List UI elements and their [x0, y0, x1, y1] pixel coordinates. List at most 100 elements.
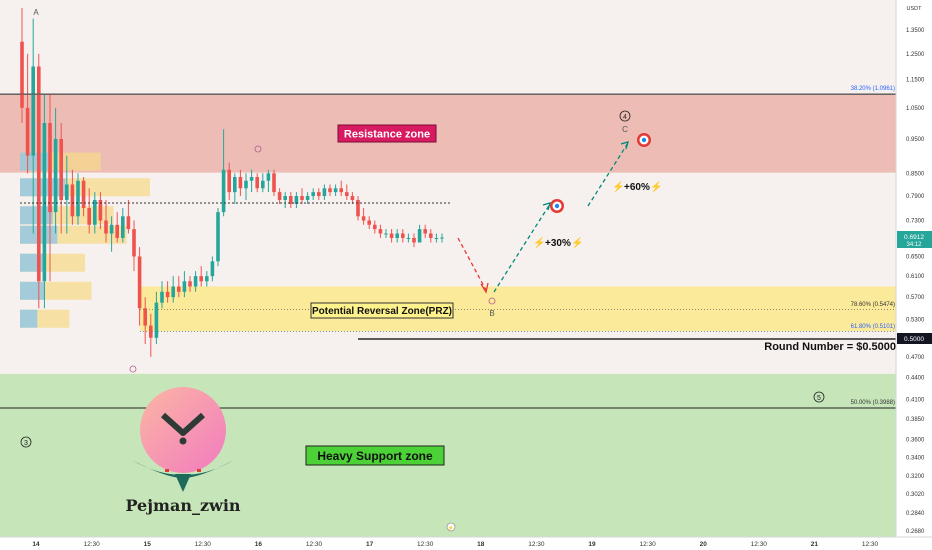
candle	[289, 192, 293, 209]
candle-body	[305, 196, 310, 200]
svg-text:0.5000: 0.5000	[904, 336, 924, 343]
candle-body	[76, 180, 80, 217]
wave-label-3: 3	[20, 436, 32, 448]
x-tick-label: 15	[144, 541, 152, 548]
candle-body	[171, 286, 175, 298]
candle	[154, 291, 159, 345]
candle-body	[401, 233, 405, 238]
wave-label-a: A	[33, 8, 39, 17]
candle-body	[277, 192, 282, 200]
y-tick-label: 0.3600	[906, 438, 925, 444]
candle	[48, 93, 52, 282]
candle-body	[417, 229, 422, 243]
candle	[93, 192, 97, 234]
y-tick-label: 0.5300	[906, 318, 925, 324]
fib-label-786: 78.60% (0.5474)	[851, 302, 895, 308]
volume-bar-buy	[20, 281, 46, 300]
candle	[160, 281, 164, 309]
candle-body	[87, 208, 91, 225]
candle-body	[317, 192, 321, 197]
x-tick-label: 17	[366, 541, 374, 548]
candle-body	[42, 122, 47, 282]
svg-text:⚡: ⚡	[533, 236, 545, 249]
candle	[98, 192, 103, 230]
x-tick-label: 16	[255, 541, 263, 548]
candle	[300, 188, 304, 204]
candle-body	[345, 192, 349, 197]
candle	[361, 208, 366, 225]
y-tick-label: 0.8500	[906, 171, 925, 177]
candle	[423, 224, 427, 238]
candle-body	[423, 229, 427, 234]
brand-logo	[132, 387, 234, 492]
svg-text:⚡: ⚡	[448, 525, 454, 532]
candle	[227, 162, 231, 200]
candle-body	[272, 173, 276, 193]
svg-text:4: 4	[623, 114, 627, 121]
svg-text:Potential Reversal Zone(PRZ): Potential Reversal Zone(PRZ)	[312, 306, 452, 317]
candle	[59, 122, 63, 234]
candle-body	[93, 199, 97, 225]
candle-body	[384, 233, 388, 235]
candle	[277, 188, 282, 204]
candle-body	[367, 220, 371, 225]
candle-body	[389, 233, 394, 238]
round-number-badge: 0.5000	[897, 333, 932, 344]
scroll-marker-icon[interactable]: ⚡	[446, 522, 456, 532]
arrow-head-up-1	[542, 202, 551, 211]
candle	[81, 177, 86, 217]
candle-body	[160, 291, 164, 303]
x-tick-label: 12:30	[306, 541, 323, 548]
svg-text:5: 5	[817, 395, 821, 402]
candle	[356, 196, 360, 221]
price-axis	[896, 0, 932, 537]
candle-body	[233, 177, 237, 193]
candle	[434, 233, 439, 243]
candle	[137, 247, 142, 326]
candle-body	[205, 276, 209, 282]
prz-zone-label: Potential Reversal Zone(PRZ)	[310, 302, 454, 319]
candle	[70, 169, 75, 225]
candle-body	[143, 308, 147, 326]
y-tick-label: 0.4400	[906, 375, 925, 381]
candle	[322, 184, 327, 200]
candle-body	[289, 196, 293, 204]
y-tick-label: 0.6500	[906, 254, 925, 260]
candle	[244, 173, 248, 200]
candle	[177, 276, 181, 298]
candle	[126, 199, 131, 234]
x-tick-label: 18	[477, 541, 485, 548]
candle-body	[149, 325, 153, 338]
candle	[25, 53, 30, 174]
candle	[20, 7, 24, 123]
candle	[345, 184, 349, 200]
candle-body	[311, 192, 315, 197]
time-axis	[0, 537, 932, 550]
volume-bar-buy	[20, 309, 38, 328]
currency-label: USDT	[907, 6, 923, 12]
candle	[266, 169, 271, 193]
candle-body	[70, 184, 75, 217]
x-tick-label: 20	[700, 541, 708, 548]
y-tick-label: 0.3200	[906, 474, 925, 480]
support-zone-label: Heavy Support zone	[305, 445, 445, 466]
candle	[132, 220, 136, 272]
candle	[53, 107, 58, 234]
candle-body	[266, 173, 271, 181]
svg-text:Resistance zone: Resistance zone	[344, 129, 430, 141]
y-tick-label: 0.6100	[906, 274, 925, 280]
candle	[76, 173, 80, 225]
candle	[221, 129, 226, 217]
candle	[199, 266, 203, 287]
candle	[205, 271, 209, 287]
candle-body	[322, 188, 327, 197]
x-tick-label: 12:30	[639, 541, 656, 548]
candle	[238, 169, 243, 197]
candle-body	[115, 224, 119, 238]
y-tick-label: 0.7300	[906, 219, 925, 225]
candle-body	[440, 237, 444, 239]
fib-label-38: 38.20% (1.0961)	[851, 86, 895, 92]
candle	[333, 184, 338, 197]
x-tick-label: 19	[588, 541, 596, 548]
